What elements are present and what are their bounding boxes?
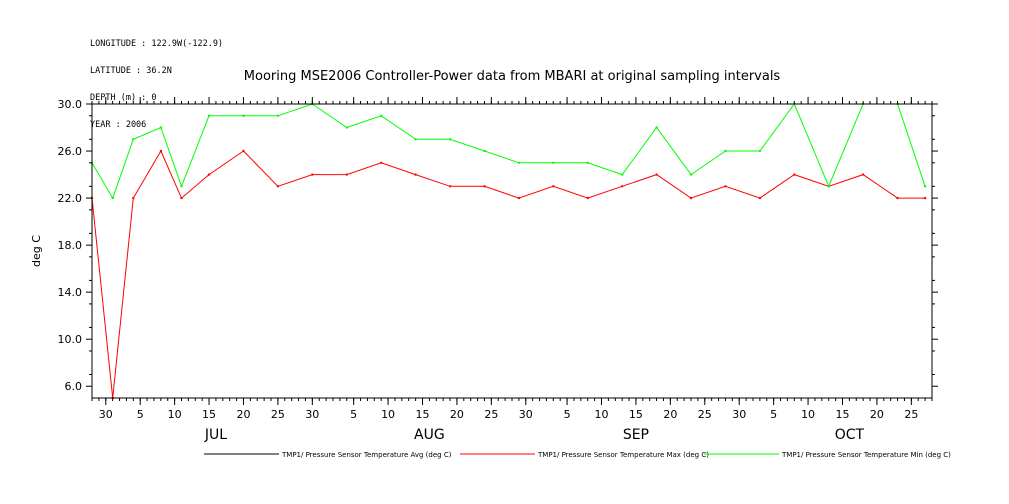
series-point-1	[311, 173, 314, 176]
series-point-1	[448, 185, 452, 188]
y-tick-label: 14.0	[58, 286, 83, 299]
x-tick-label: 15	[415, 408, 429, 421]
x-tick-label: 5	[770, 408, 777, 421]
series-point-2	[655, 126, 658, 129]
x-tick-label: 25	[484, 408, 498, 421]
series-point-1	[923, 196, 927, 200]
series-point-2	[132, 138, 135, 141]
axis-layer: 6.0 10.0 14.0 18.0 22.0 26.0 30.0 30 5 10 15 20 25 30…	[58, 97, 938, 443]
series-point-1	[242, 149, 245, 153]
y-tick-label: 30.0	[58, 98, 83, 111]
x-tick-label: 30	[519, 408, 533, 421]
series-point-1	[896, 196, 899, 200]
series-point-1	[207, 173, 211, 176]
year-text: YEAR : 2006	[90, 120, 147, 130]
month-label: SEP	[623, 427, 649, 443]
x-tick-label: 20	[870, 408, 884, 421]
legend-label-1: TMP1/ Pressure Sensor Temperature Max (d…	[537, 451, 709, 459]
x-tick-label: 30	[99, 408, 113, 421]
x-tick-label: 10	[801, 408, 815, 421]
series-point-2	[276, 114, 280, 118]
series-point-1	[689, 196, 693, 200]
y-tick-label: 18.0	[58, 239, 83, 252]
y-tick-label: 26.0	[58, 145, 83, 158]
x-tick-label: 25	[904, 408, 918, 421]
series-point-1	[345, 173, 348, 176]
metadata-block: LONGITUDE : 122.9W(-122.9) LATITUDE : 36…	[90, 22, 223, 139]
latitude-text: LATITUDE : 36.2N	[90, 66, 172, 76]
series-point-2	[827, 185, 830, 188]
series-point-1	[552, 185, 555, 188]
month-label: OCT	[835, 427, 865, 443]
series-point-2	[111, 196, 114, 200]
x-tick-label: 20	[236, 408, 250, 421]
x-tick-label: 10	[595, 408, 609, 421]
series-point-1	[655, 173, 658, 176]
series-point-2	[159, 126, 163, 129]
series-point-1	[758, 196, 762, 200]
y-tick-label: 6.0	[65, 380, 83, 393]
x-tick-label: 10	[168, 408, 182, 421]
x-tick-label: 30	[732, 408, 746, 421]
x-tick-label: 15	[835, 408, 849, 421]
series-point-2	[448, 138, 452, 141]
x-tick-label: 15	[202, 408, 216, 421]
series-point-1	[861, 173, 865, 176]
x-tick-label: 25	[271, 408, 285, 421]
data-layer	[90, 102, 927, 400]
y-tick-label: 22.0	[58, 192, 83, 205]
series-point-2	[180, 185, 183, 188]
x-tick-label: 20	[450, 408, 464, 421]
series-point-2	[724, 149, 727, 153]
x-tick-label: 10	[381, 408, 395, 421]
series-point-1	[793, 173, 796, 176]
series-point-2	[621, 173, 624, 176]
series-point-2	[345, 126, 348, 129]
series-point-1	[132, 196, 135, 200]
chart-title: Mooring MSE2006 Controller-Power data fr…	[244, 69, 781, 84]
x-tick-label: 25	[698, 408, 712, 421]
longitude-text: LONGITUDE : 122.9W(-122.9)	[90, 39, 224, 49]
x-tick-label: 20	[663, 408, 677, 421]
series-point-2	[483, 149, 486, 153]
series-point-2	[923, 185, 927, 188]
x-tick-label: 5	[137, 408, 144, 421]
series-point-1	[380, 161, 383, 164]
y-tick-label: 10.0	[58, 333, 83, 346]
depth-text: DEPTH (m) : 0	[90, 93, 157, 103]
series-point-2	[380, 114, 383, 118]
legend-label-2: TMP1/ Pressure Sensor Temperature Min (d…	[781, 451, 951, 459]
series-point-1	[621, 185, 624, 188]
y-axis-label: deg C	[30, 235, 43, 267]
month-label: AUG	[414, 427, 445, 443]
series-point-1	[159, 149, 163, 153]
x-tick-label: 5	[564, 408, 571, 421]
x-tick-label: 30	[305, 408, 319, 421]
legend-label-0: TMP1/ Pressure Sensor Temperature Avg (d…	[281, 451, 452, 459]
series-point-2	[758, 149, 762, 153]
series-point-2	[586, 161, 589, 164]
series-point-1	[586, 196, 589, 200]
series-point-2	[689, 173, 693, 176]
series-line-2	[91, 102, 926, 200]
series-point-2	[207, 114, 211, 118]
series-point-2	[552, 161, 555, 164]
series-point-2	[414, 138, 417, 141]
series-line-1	[91, 149, 926, 399]
x-tick-label: 5	[350, 408, 357, 421]
series-point-1	[483, 185, 486, 188]
legend: TMP1/ Pressure Sensor Temperature Avg (d…	[204, 451, 951, 459]
plot-frame	[91, 103, 933, 399]
series-point-1	[180, 196, 183, 200]
series-point-1	[724, 185, 727, 188]
month-label: JUL	[204, 427, 227, 443]
series-point-1	[517, 196, 521, 200]
x-tick-label: 15	[629, 408, 643, 421]
series-point-2	[242, 114, 245, 118]
series-point-2	[517, 161, 521, 164]
series-point-1	[276, 185, 280, 188]
series-point-1	[414, 173, 417, 176]
